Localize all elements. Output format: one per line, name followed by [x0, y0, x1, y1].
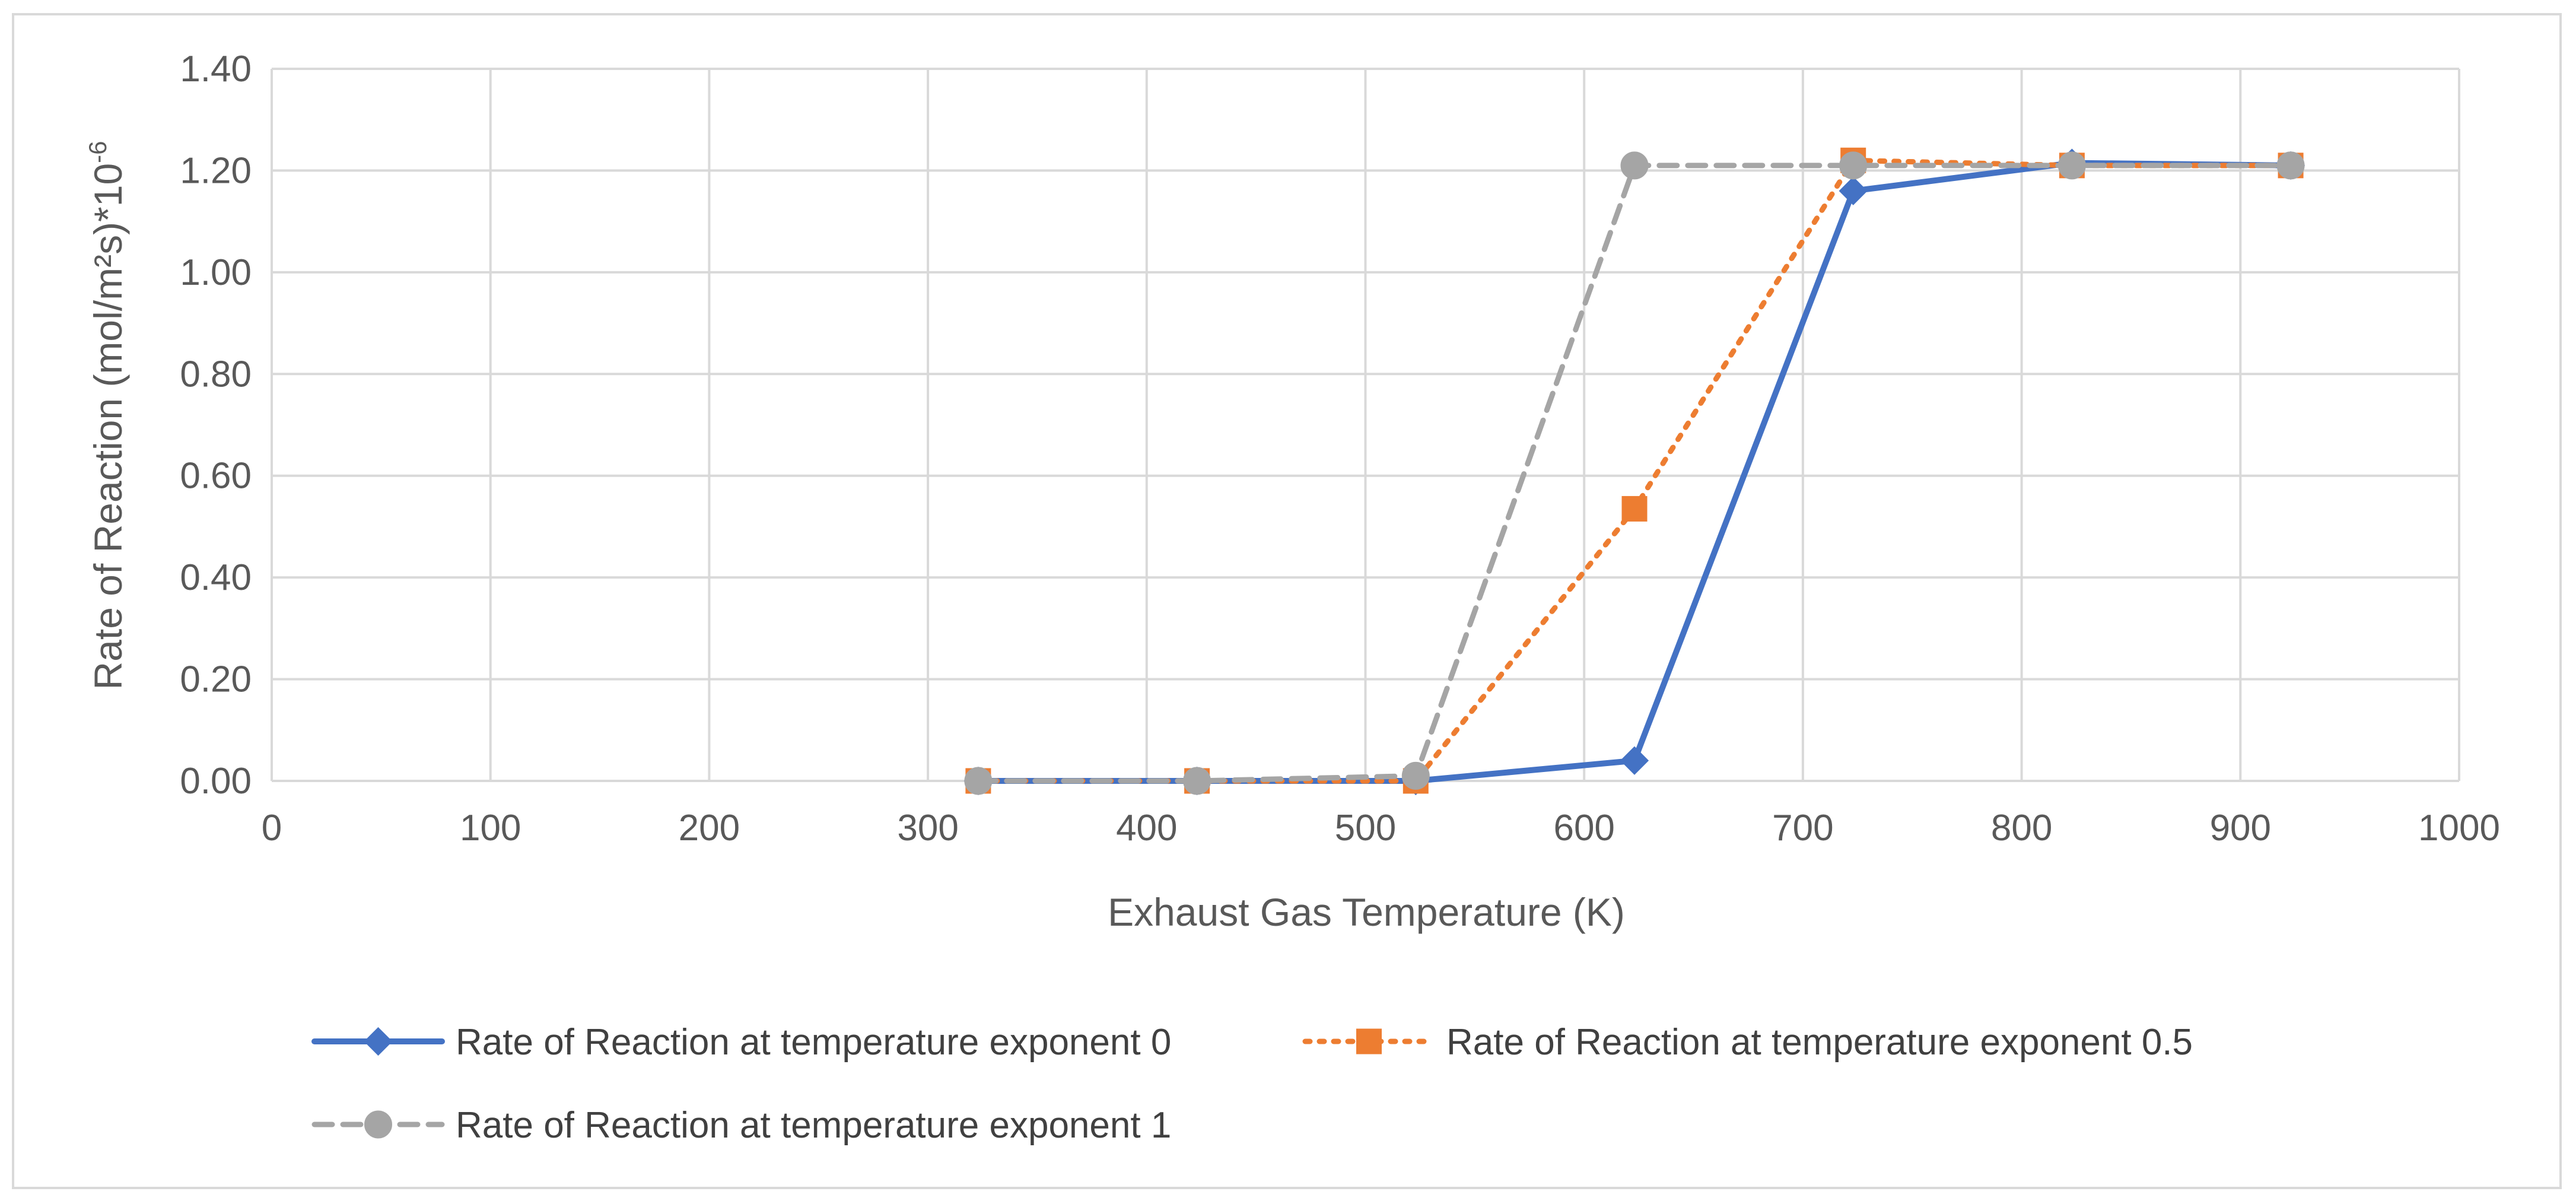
y-axis-title-superscript: -6	[84, 141, 112, 163]
data-point-0-3	[1620, 746, 1649, 775]
x-tick-label: 500	[1335, 808, 1396, 849]
legend-label-exponent-0.5: Rate of Reaction at temperature exponent…	[1446, 1022, 2193, 1063]
x-axis-ticks: 0 100 200 300 400 500 600 700 800 900 1000	[262, 808, 2500, 849]
legend-sample-exponent-0	[311, 1027, 445, 1056]
legend-entry-1: Rate of Reaction at temperature exponent…	[1302, 1022, 2193, 1063]
data-point-2-6	[2276, 151, 2305, 180]
legend-entry-0: Rate of Reaction at temperature exponent…	[311, 1022, 1171, 1063]
data-point-2-3	[1620, 151, 1649, 180]
series-line-1	[975, 157, 2294, 784]
x-tick-label: 800	[1991, 808, 2052, 849]
x-tick-label: 0	[262, 808, 282, 849]
data-point-2-0	[964, 767, 993, 795]
legend-label-exponent-1: Rate of Reaction at temperature exponent…	[456, 1105, 1171, 1146]
x-tick-label: 900	[2210, 808, 2271, 849]
series-line-2	[975, 163, 2294, 784]
x-axis-title: Exhaust Gas Temperature (K)	[1108, 890, 1625, 934]
x-tick-label: 100	[460, 808, 521, 849]
x-tick-label: 300	[897, 808, 958, 849]
y-axis-title: Rate of Reaction (mol/m²s)*10-6	[84, 141, 130, 690]
series-layer	[963, 147, 2305, 796]
series-0	[963, 148, 2305, 796]
series-2	[964, 151, 2305, 795]
y-tick-label: 0.80	[180, 354, 252, 395]
x-tick-label: 700	[1772, 808, 1833, 849]
x-tick-label: 600	[1553, 808, 1614, 849]
x-tick-label: 1000	[2418, 808, 2500, 849]
legend-marker-2	[364, 1110, 392, 1139]
legend-entry-2: Rate of Reaction at temperature exponent…	[311, 1105, 1171, 1146]
series-1	[965, 147, 2304, 794]
grid-lines	[271, 68, 2460, 782]
legend-sample-exponent-0.5	[1302, 1028, 1436, 1054]
data-point-0-4	[1839, 176, 1868, 205]
y-tick-label: 0.00	[180, 761, 252, 802]
y-tick-label: 0.60	[180, 456, 252, 497]
y-tick-label: 0.20	[180, 659, 252, 700]
legend-label-exponent-0: Rate of Reaction at temperature exponent…	[456, 1022, 1171, 1063]
data-point-2-4	[1839, 151, 1868, 180]
data-point-1-3	[1621, 495, 1648, 522]
legend-marker-1	[1356, 1028, 1382, 1054]
y-axis-title-main: Rate of Reaction (mol/m²s)*10	[86, 163, 130, 690]
data-point-2-2	[1401, 761, 1430, 790]
series-line-0	[975, 160, 2294, 784]
y-tick-label: 1.00	[180, 252, 252, 293]
y-tick-label: 1.20	[180, 150, 252, 191]
chart-frame	[12, 13, 2562, 1189]
y-tick-label: 0.40	[180, 557, 252, 598]
x-tick-label: 200	[679, 808, 740, 849]
y-axis-ticks: 0.00 0.20 0.40 0.60 0.80 1.00 1.20 1.40	[180, 49, 252, 802]
x-tick-label: 400	[1116, 808, 1177, 849]
y-tick-label: 1.40	[180, 49, 252, 90]
data-point-2-5	[2057, 151, 2086, 180]
legend-marker-0	[364, 1027, 393, 1056]
data-point-2-1	[1183, 767, 1211, 795]
legend: Rate of Reaction at temperature exponent…	[311, 1022, 2193, 1146]
legend-sample-exponent-1	[311, 1110, 445, 1139]
